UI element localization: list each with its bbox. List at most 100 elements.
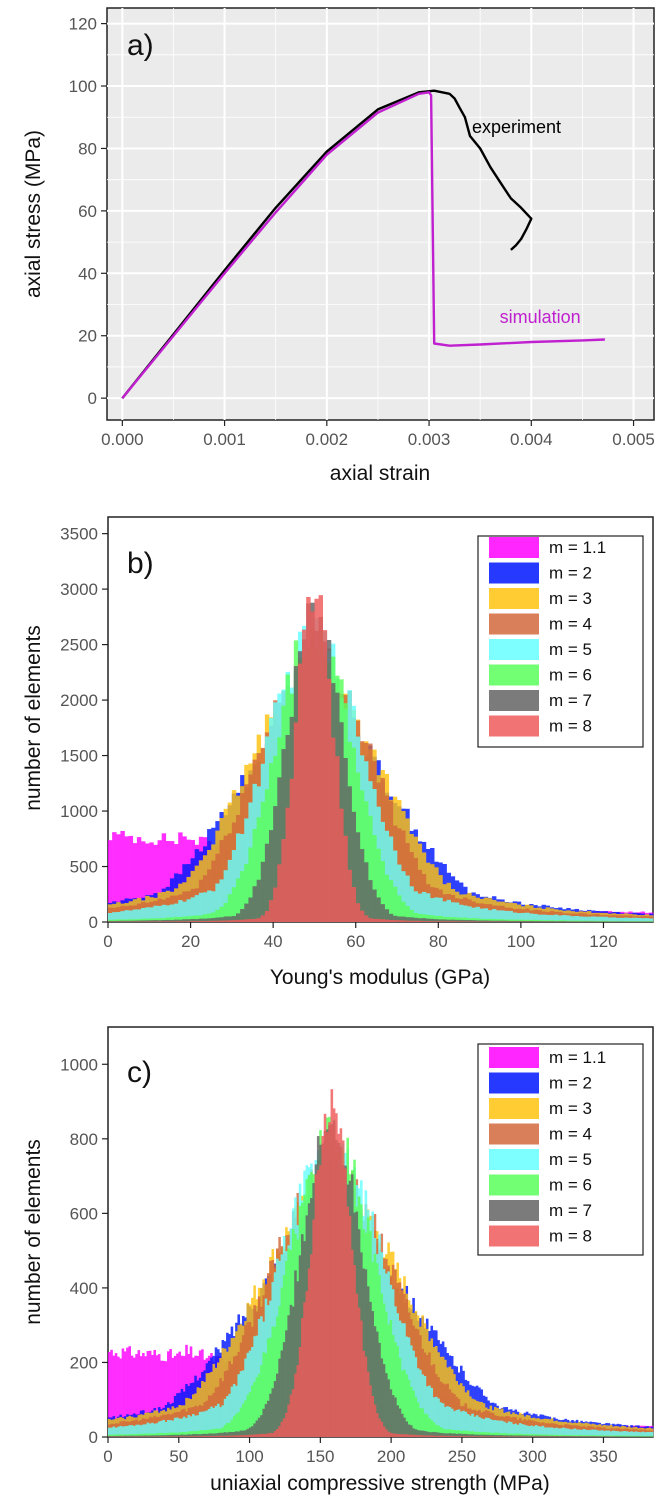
histogram-bar: [186, 921, 191, 922]
histogram-bar: [582, 916, 588, 922]
histogram-bar: [248, 1427, 252, 1437]
histogram-bar: [508, 910, 513, 922]
histogram-bar: [435, 1435, 438, 1437]
histogram-bar: [231, 920, 237, 922]
histogram-bar: [227, 920, 233, 922]
histogram-bar: [403, 1369, 406, 1437]
histogram-bar: [505, 1435, 508, 1437]
histogram-bar: [496, 1436, 499, 1437]
histogram-bar: [432, 1422, 436, 1437]
histogram-bar: [537, 1434, 540, 1437]
histogram-bar: [646, 1431, 649, 1437]
histogram-bar: [281, 749, 286, 922]
histogram-bar: [467, 920, 472, 922]
histogram-bar: [257, 1373, 261, 1437]
histogram-bar: [397, 864, 402, 922]
histogram-bar: [414, 1396, 418, 1437]
histogram-bar: [528, 1435, 531, 1437]
histogram-bar: [575, 1435, 579, 1437]
histogram-bar: [198, 1434, 202, 1437]
histogram-bar: [414, 1434, 418, 1437]
histogram-bar: [202, 918, 208, 922]
histogram-bar: [446, 1429, 449, 1437]
histogram-bar: [615, 921, 621, 922]
histogram-bar: [187, 1434, 191, 1437]
histogram-bar: [454, 917, 460, 922]
histogram-bar: [634, 1436, 638, 1437]
histogram-bar: [180, 1436, 184, 1437]
histogram-bar: [153, 1423, 156, 1437]
histogram-bar: [484, 1434, 488, 1437]
histogram-bar: [237, 1435, 241, 1437]
histogram-bar: [198, 1430, 202, 1437]
experiment-annotation: experiment: [472, 117, 561, 137]
histogram-bar: [203, 1433, 206, 1437]
histogram-bar: [192, 1414, 195, 1437]
histogram-bar: [558, 921, 563, 922]
histogram-bar: [108, 1427, 111, 1437]
histogram-bar: [187, 1415, 191, 1437]
histogram-bar: [130, 1425, 134, 1437]
histogram-bar: [219, 917, 224, 922]
histogram-bar: [407, 1434, 411, 1437]
histogram-bar: [144, 1356, 147, 1437]
histogram-bar: [378, 1342, 381, 1437]
histogram-bar: [167, 1351, 170, 1437]
histogram-bar: [405, 920, 410, 922]
histogram-bar: [178, 921, 183, 922]
histogram-bar: [541, 920, 546, 922]
histogram-bar: [562, 914, 567, 922]
histogram-bar: [545, 921, 551, 922]
histogram-bar: [198, 1411, 202, 1437]
histogram-bar: [609, 1435, 613, 1437]
histogram-bar: [566, 1428, 570, 1437]
histogram-bar: [397, 895, 402, 922]
histogram-bar: [624, 917, 629, 922]
histogram-bar: [562, 1435, 565, 1437]
histogram-bar: [192, 1434, 195, 1437]
histogram-bar: [384, 919, 390, 922]
histogram-bar: [419, 1435, 422, 1437]
histogram-bar: [412, 1390, 415, 1437]
histogram-bar: [123, 1435, 127, 1437]
histogram-bar: [496, 910, 501, 922]
histogram-bar: [416, 1435, 420, 1437]
histogram-bar: [587, 1430, 590, 1437]
histogram-bar: [157, 905, 162, 922]
histogram-bar: [438, 897, 443, 922]
histogram-bar: [306, 596, 311, 922]
histogram-bar: [487, 910, 493, 922]
histogram-bar: [126, 1425, 129, 1437]
histogram-bar: [378, 1418, 381, 1437]
histogram-bar: [196, 1434, 200, 1437]
histogram-bar: [384, 909, 390, 922]
histogram-bar: [174, 921, 179, 922]
histogram-bar: [291, 1306, 295, 1437]
histogram-bar: [459, 1436, 463, 1437]
histogram-bar: [614, 1430, 617, 1437]
histogram-bar: [141, 920, 146, 922]
histogram-bar: [126, 1434, 129, 1437]
histogram-bar: [211, 891, 216, 922]
histogram-bar: [648, 1431, 652, 1437]
histogram-bar: [246, 1435, 250, 1437]
histogram-bar: [169, 1434, 172, 1437]
histogram-bar: [392, 850, 398, 922]
histogram-bar: [335, 1113, 338, 1437]
histogram-bar: [398, 1357, 402, 1437]
histogram-bar: [423, 1435, 427, 1437]
histogram-bar: [417, 918, 423, 922]
simulation-annotation: simulation: [500, 307, 581, 327]
histogram-bar: [226, 1435, 229, 1437]
histogram-bar: [632, 917, 637, 922]
histogram-bar: [401, 901, 406, 922]
histogram-bar: [455, 1409, 459, 1437]
histogram-bar: [392, 886, 398, 922]
histogram-bar: [410, 1425, 413, 1437]
histogram-bar: [201, 1411, 204, 1437]
histogram-bar: [201, 1430, 204, 1437]
histogram-bar: [169, 904, 175, 922]
histogram-bar: [165, 905, 171, 922]
histogram-bar: [549, 920, 555, 922]
histogram-bar: [108, 840, 113, 922]
